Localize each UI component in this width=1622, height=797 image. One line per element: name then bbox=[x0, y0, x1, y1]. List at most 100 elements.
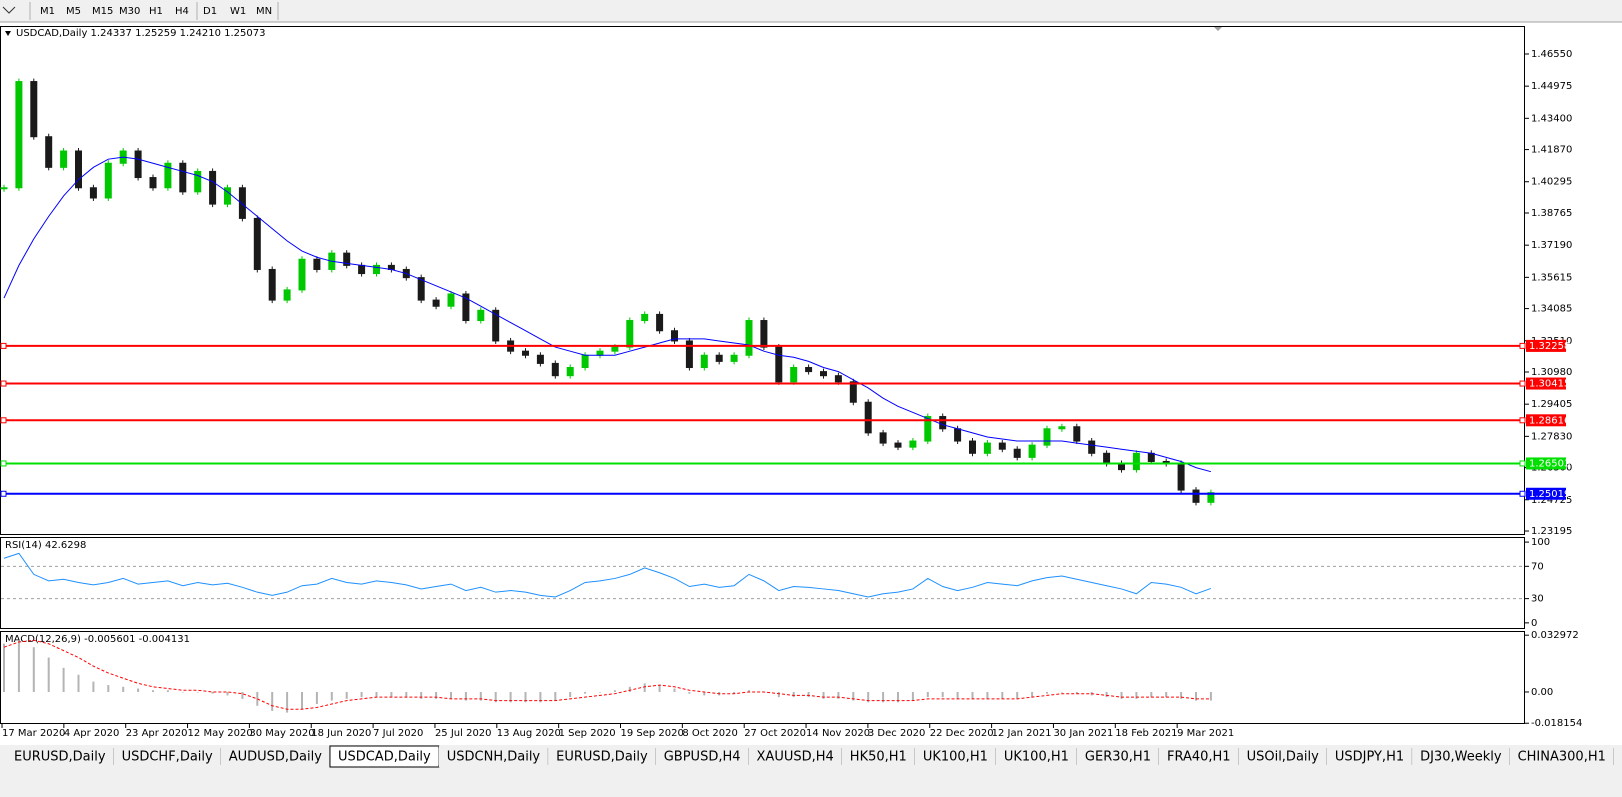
tab-label[interactable]: XAUUSD,H4 bbox=[757, 750, 834, 765]
tab-label[interactable]: USDCNH,Daily bbox=[447, 750, 541, 765]
candle bbox=[522, 350, 529, 356]
tab-label[interactable]: HK50,H1 bbox=[850, 750, 907, 765]
candle bbox=[60, 150, 68, 168]
candle bbox=[194, 170, 202, 193]
candle bbox=[477, 309, 485, 322]
tab-label[interactable]: AUDUSD,Daily bbox=[229, 750, 323, 765]
y-tick-label: 1.38765 bbox=[1531, 208, 1572, 219]
tab-label[interactable]: GER30,H1 bbox=[1085, 750, 1151, 765]
macd-bar bbox=[464, 691, 467, 701]
tab[interactable] bbox=[914, 746, 996, 767]
tab[interactable] bbox=[1238, 746, 1327, 767]
tab[interactable] bbox=[1509, 746, 1614, 767]
timeframe-button[interactable]: W1 bbox=[230, 6, 246, 17]
tab[interactable] bbox=[1158, 746, 1239, 767]
macd-bar bbox=[1075, 691, 1078, 694]
tab[interactable] bbox=[655, 746, 749, 767]
tab[interactable] bbox=[220, 746, 330, 767]
y-tick-label: 1.40295 bbox=[1531, 177, 1572, 188]
macd-bar bbox=[1120, 691, 1123, 699]
timeframe-button[interactable]: M30 bbox=[119, 6, 140, 17]
candle bbox=[104, 162, 112, 199]
tab[interactable] bbox=[1412, 746, 1510, 767]
candle bbox=[1028, 444, 1036, 458]
timeframe-button[interactable]: M5 bbox=[66, 6, 81, 17]
tab[interactable] bbox=[548, 746, 656, 767]
macd-bar bbox=[3, 643, 5, 692]
macd-bar bbox=[286, 691, 289, 713]
macd-bar bbox=[345, 691, 348, 699]
candle bbox=[790, 367, 798, 383]
toolbar-icon[interactable] bbox=[2, 6, 16, 14]
rsi-tick-label: 100 bbox=[1531, 537, 1550, 548]
level-handle[interactable] bbox=[1519, 460, 1526, 467]
tab[interactable] bbox=[1076, 746, 1159, 767]
level-handle[interactable] bbox=[0, 342, 7, 349]
candle bbox=[983, 442, 991, 454]
candle bbox=[939, 416, 947, 430]
level-handle[interactable] bbox=[1519, 380, 1526, 387]
timeframe-button[interactable]: H1 bbox=[149, 6, 163, 17]
y-tick-label: 1.35615 bbox=[1531, 272, 1572, 283]
tab-label[interactable]: CHINA300,H1 bbox=[1518, 750, 1606, 765]
macd-bar bbox=[92, 681, 95, 692]
candle bbox=[849, 381, 857, 403]
timeframe-button[interactable]: M1 bbox=[40, 6, 55, 17]
tab-label[interactable]: USDCAD,Daily bbox=[338, 750, 431, 765]
macd-panel bbox=[0, 631, 1525, 724]
tab[interactable] bbox=[1326, 746, 1413, 767]
level-label: 1.25019 bbox=[1529, 489, 1570, 500]
x-tick-label: 18 Feb 2021 bbox=[1115, 728, 1177, 739]
candle bbox=[253, 217, 261, 270]
tab-label[interactable]: UK100,H1 bbox=[1004, 750, 1069, 765]
tab-label[interactable]: DJ30,Weekly bbox=[1420, 750, 1502, 765]
tab-label[interactable]: USDJPY,H1 bbox=[1335, 750, 1404, 765]
macd-bar bbox=[62, 667, 65, 692]
x-tick-label: 13 Aug 2020 bbox=[497, 728, 561, 739]
tab-label[interactable]: EURUSD,Daily bbox=[14, 750, 106, 765]
candle bbox=[1103, 452, 1111, 465]
macd-bar bbox=[628, 686, 631, 692]
tab[interactable] bbox=[1613, 746, 1622, 767]
macd-bar bbox=[450, 691, 452, 699]
tab-label[interactable]: USDCHF,Daily bbox=[122, 750, 213, 765]
macd-bar bbox=[17, 640, 20, 692]
tab-label[interactable]: USOil,Daily bbox=[1247, 750, 1320, 765]
header-arrow bbox=[5, 31, 11, 36]
level-handle[interactable] bbox=[0, 417, 7, 424]
tab-label[interactable]: FRA40,H1 bbox=[1167, 750, 1231, 765]
tab-label[interactable]: EURUSD,Daily bbox=[556, 750, 648, 765]
toolbar bbox=[0, 0, 1622, 22]
timeframe-button[interactable]: M15 bbox=[92, 6, 113, 17]
level-handle[interactable] bbox=[0, 380, 7, 387]
timeframe-button[interactable]: D1 bbox=[203, 6, 217, 17]
level-handle[interactable] bbox=[1519, 490, 1526, 497]
level-handle[interactable] bbox=[0, 490, 7, 497]
macd-bar bbox=[271, 691, 274, 711]
level-handle[interactable] bbox=[1519, 342, 1526, 349]
level-handle[interactable] bbox=[1519, 417, 1526, 424]
timeframe-button[interactable]: MN bbox=[256, 6, 272, 17]
tab[interactable] bbox=[6, 746, 114, 767]
timeframe-button[interactable]: H4 bbox=[175, 6, 189, 17]
macd-bar bbox=[420, 691, 423, 699]
tab[interactable] bbox=[748, 746, 842, 767]
macd-bar bbox=[554, 691, 557, 701]
macd-bar bbox=[569, 691, 572, 698]
candle bbox=[1073, 426, 1081, 442]
tab-label[interactable]: UK100,H1 bbox=[923, 750, 988, 765]
macd-bar bbox=[748, 690, 750, 692]
macd-bar bbox=[971, 691, 974, 699]
tab-label[interactable]: GBPUSD,H4 bbox=[664, 750, 741, 765]
tab[interactable] bbox=[438, 746, 549, 767]
macd-bar bbox=[688, 691, 691, 694]
macd-bar bbox=[405, 691, 408, 698]
candle bbox=[179, 162, 187, 193]
x-tick-label: 18 Jun 2020 bbox=[311, 728, 371, 739]
tab[interactable] bbox=[113, 746, 221, 767]
tab[interactable] bbox=[841, 746, 915, 767]
level-handle[interactable] bbox=[0, 460, 7, 467]
tab[interactable] bbox=[995, 746, 1077, 767]
candle bbox=[45, 136, 53, 168]
